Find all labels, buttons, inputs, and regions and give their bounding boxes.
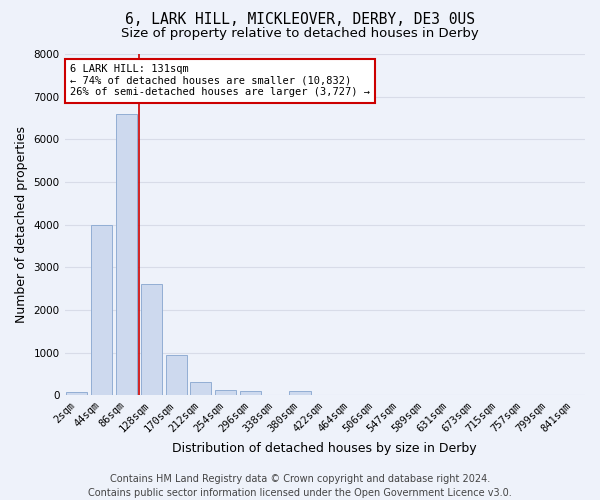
- Text: 6 LARK HILL: 131sqm
← 74% of detached houses are smaller (10,832)
26% of semi-de: 6 LARK HILL: 131sqm ← 74% of detached ho…: [70, 64, 370, 98]
- Text: Contains HM Land Registry data © Crown copyright and database right 2024.
Contai: Contains HM Land Registry data © Crown c…: [88, 474, 512, 498]
- Y-axis label: Number of detached properties: Number of detached properties: [15, 126, 28, 323]
- Bar: [215, 390, 236, 395]
- Bar: [141, 284, 162, 395]
- Text: 6, LARK HILL, MICKLEOVER, DERBY, DE3 0US: 6, LARK HILL, MICKLEOVER, DERBY, DE3 0US: [125, 12, 475, 28]
- X-axis label: Distribution of detached houses by size in Derby: Distribution of detached houses by size …: [172, 442, 477, 455]
- Bar: [166, 354, 187, 395]
- Bar: [240, 392, 261, 395]
- Bar: [116, 114, 137, 395]
- Bar: [91, 224, 112, 395]
- Bar: [190, 382, 211, 395]
- Bar: [289, 392, 311, 395]
- Text: Size of property relative to detached houses in Derby: Size of property relative to detached ho…: [121, 28, 479, 40]
- Bar: [67, 392, 88, 395]
